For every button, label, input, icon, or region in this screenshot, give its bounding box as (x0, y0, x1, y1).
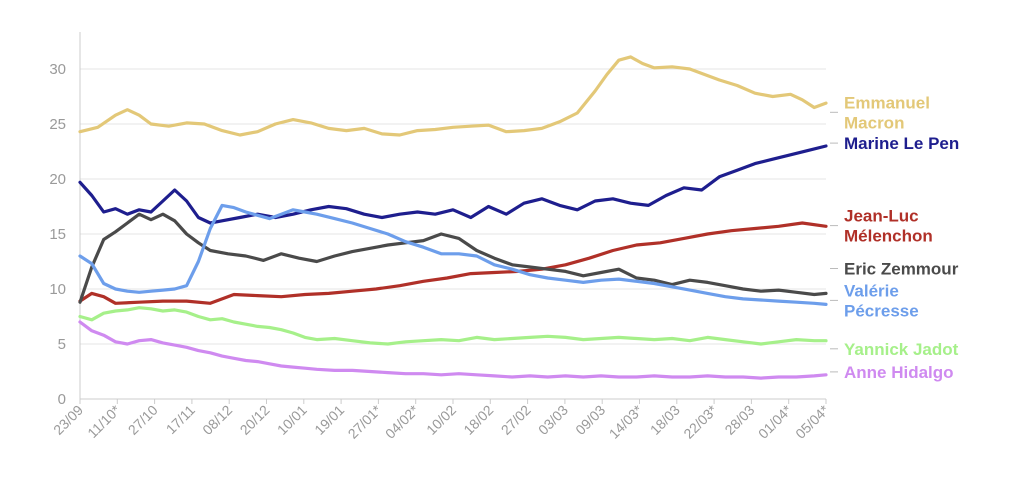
x-tick-label: 28/03 (721, 402, 757, 438)
x-tick-label: 27/02 (498, 402, 534, 438)
x-tick-label: 27/10 (125, 402, 161, 438)
x-tick-label: 11/10* (84, 401, 124, 441)
series-label: Anne Hidalgo (844, 363, 954, 382)
y-axis-ticks: 0 5 10 15 20 25 30 (49, 61, 66, 408)
series-label: Macron (844, 113, 904, 132)
series-label: Mélenchon (844, 227, 933, 246)
x-tick-label: 18/02 (460, 402, 496, 438)
series-line-marine-le-pen (78, 144, 828, 225)
x-tick-label: 22/03* (680, 401, 720, 441)
x-tick-label: 18/03 (647, 402, 683, 438)
x-tick-label: 20/12 (237, 402, 273, 438)
series-line-emmanuel-macron (78, 55, 828, 137)
series-line-val-rie-p-cresse (78, 203, 828, 306)
series-line-yannick-jadot (78, 306, 828, 346)
y-tick-label: 10 (49, 281, 66, 298)
x-tick-label: 17/11 (163, 402, 199, 438)
y-tick-label: 15 (49, 226, 66, 243)
x-tick-label: 27/01* (345, 401, 385, 441)
y-tick-label: 30 (49, 61, 66, 78)
x-tick-label: 09/03 (572, 402, 608, 438)
series-label: Pécresse (844, 301, 919, 320)
series-line-eric-zemmour (78, 212, 828, 304)
series-label: Emmanuel (844, 93, 930, 112)
series-label: Eric Zemmour (844, 260, 959, 279)
grid-lines (79, 32, 826, 400)
series-lines (78, 55, 828, 380)
x-tick-label: 14/03* (606, 401, 646, 441)
series-label: Marine Le Pen (844, 134, 959, 153)
x-tick-label: 01/04* (755, 401, 795, 441)
series-label: Valérie (844, 281, 899, 300)
x-tick-label: 05/04* (792, 401, 832, 441)
y-tick-label: 20 (49, 171, 66, 188)
series-line-anne-hidalgo (78, 320, 828, 380)
y-tick-label: 25 (49, 116, 66, 133)
series-label: Yannick Jadot (844, 340, 959, 359)
series-line-jean-luc-m-lenchon (78, 221, 828, 305)
x-tick-label: 08/12 (199, 402, 235, 438)
x-tick-label: 10/01 (274, 402, 310, 438)
x-tick-label: 03/03 (535, 402, 571, 438)
y-tick-label: 0 (58, 391, 66, 408)
x-tick-label: 23/09 (50, 402, 86, 438)
x-tick-label: 04/02* (382, 401, 422, 441)
series-label: Jean-Luc (844, 207, 919, 226)
x-tick-label: 19/01 (311, 402, 347, 438)
x-tick-label: 10/02 (423, 402, 459, 438)
y-tick-label: 5 (58, 336, 66, 353)
